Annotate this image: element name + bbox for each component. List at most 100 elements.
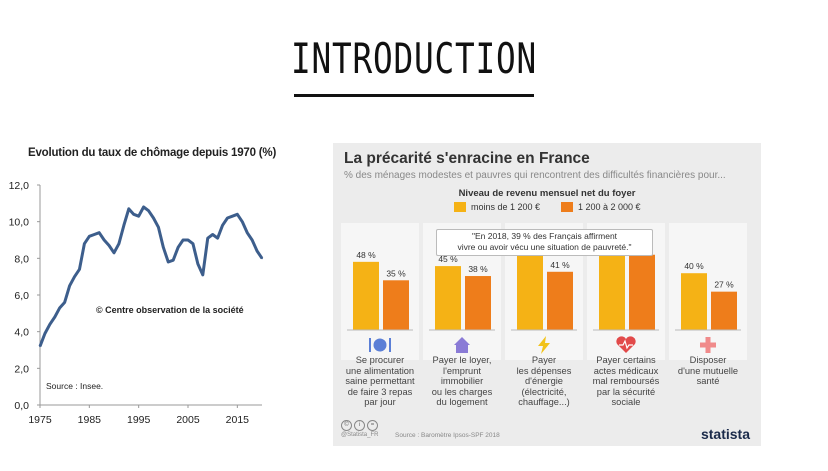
category-label-line: santé <box>696 376 720 386</box>
legend-swatch-mid-income <box>561 202 573 212</box>
line-point <box>78 268 81 271</box>
line-point <box>103 239 106 241</box>
callout-line-1: "En 2018, 39 % des Français affirment <box>471 231 618 241</box>
category-label-line: sociale <box>611 397 641 407</box>
bar-value-label: 38 % <box>468 264 488 274</box>
lightning-icon <box>538 336 550 354</box>
category-label-line: mal remboursés <box>592 376 660 386</box>
line-point <box>118 242 120 245</box>
bar <box>547 271 573 330</box>
line-point <box>201 273 204 276</box>
x-tick-label: 1975 <box>28 414 52 426</box>
category-label: Payer les dépenses d'énergie (électricité, c… <box>503 355 585 408</box>
category-label-line: une alimentation <box>345 365 415 376</box>
bar-chart-title: La précarité s'enracine en France <box>344 150 590 167</box>
unemployment-line-chart: 0,0 2,0 4,0 6,0 8,0 10,0 12,0 1975 1985 1995 2005 2… <box>0 140 290 466</box>
bar-chart-subtitle: % des ménages modestes et pauvres qui re… <box>344 170 726 181</box>
unemployment-series-line <box>38 205 264 347</box>
category-label: Disposer d'une mutuelle santé <box>667 355 749 387</box>
precarity-infographic: 48 %35 %45 %38 %57 %41 %56 %53 %40 %27 %… <box>333 143 761 446</box>
line-point <box>127 207 130 210</box>
line-point <box>73 275 76 278</box>
bar <box>383 280 409 330</box>
category-label-line: de faire 3 repas <box>347 386 413 397</box>
category-label-line: Payer certains <box>596 355 656 365</box>
category-label-line: Payer le loyer, <box>432 355 492 365</box>
line-point <box>132 213 135 216</box>
line-point <box>113 251 115 254</box>
category-label-line: (électricité, <box>521 386 567 397</box>
bar-chart-source: Source : Baromètre Ipsos-SPF 2018 <box>395 432 500 439</box>
bar-value-label: 41 % <box>550 260 570 270</box>
line-chart-title: Evolution du taux de chômage depuis 1970… <box>28 147 277 159</box>
statista-handle: @Statista_FR <box>341 432 379 438</box>
statista-logo: statista <box>700 426 750 442</box>
category-label-line: Se procurer <box>355 355 405 365</box>
line-point <box>142 206 145 208</box>
bar-value-label: 27 % <box>714 280 734 290</box>
bar <box>465 276 491 330</box>
bar <box>681 273 707 330</box>
category-label-line: chauffage...) <box>518 397 570 407</box>
y-tick-label: 8,0 <box>14 253 29 265</box>
bar <box>517 249 543 330</box>
line-chart-annotation: © Centre observation de la société <box>96 305 244 315</box>
line-point <box>167 261 170 263</box>
category-label-line: d'une mutuelle <box>677 365 739 376</box>
bar <box>629 254 655 330</box>
bar-value-label: 35 % <box>386 268 406 278</box>
cc-by-icon: i <box>354 420 365 431</box>
line-point <box>88 235 91 238</box>
category-label-line: l'emprunt <box>443 365 481 376</box>
line-point <box>177 246 180 249</box>
x-tick-label: 1995 <box>127 414 151 426</box>
line-point <box>98 231 101 234</box>
cutlery-icon <box>369 338 391 352</box>
legend-title: Niveau de revenu mensuel net du foyer <box>458 188 636 199</box>
line-chart-svg: 0,0 2,0 4,0 6,0 8,0 10,0 12,0 1975 1985 1995 2005 2… <box>9 180 264 426</box>
line-point <box>152 217 155 219</box>
category-label-line: actes médicaux <box>593 365 659 376</box>
category-label: Payer certains actes médicaux mal rembours… <box>585 355 667 408</box>
line-point <box>58 306 61 309</box>
line-point <box>182 239 184 241</box>
slide-title: INTRODUCTION <box>290 34 538 83</box>
y-tick-label: 4,0 <box>14 327 29 339</box>
line-point <box>221 224 224 227</box>
title-underline <box>294 94 534 97</box>
line-point <box>44 332 46 335</box>
bar-value-label: 48 % <box>356 250 376 260</box>
line-point <box>147 209 150 212</box>
x-tick-label: 1985 <box>78 414 102 426</box>
x-tick-label: 2005 <box>176 414 200 426</box>
line-point <box>251 239 254 241</box>
line-point <box>48 323 51 326</box>
line-point <box>261 257 263 260</box>
line-point <box>226 217 229 219</box>
medical-cross-icon <box>700 337 716 353</box>
legend-item-low-income: moins de 1 200 € <box>454 202 540 212</box>
bar-value-label: 40 % <box>684 261 704 271</box>
category-label-line: Disposer <box>689 355 727 365</box>
y-tick-label: 6,0 <box>14 290 29 302</box>
line-point <box>93 233 96 236</box>
bar <box>435 266 461 330</box>
line-point <box>206 237 209 240</box>
category-label-line: saine permettant <box>345 376 415 386</box>
x-tick-label: 2015 <box>226 414 250 426</box>
poverty-callout: "En 2018, 39 % des Français affirment vi… <box>436 229 653 256</box>
category-label: Se procurer une alimentation saine permett… <box>339 355 421 408</box>
legend-label-low-income: moins de 1 200 € <box>471 202 541 212</box>
category-label-line: par la sécurité <box>596 386 656 397</box>
category-label-line: d'énergie <box>525 376 563 386</box>
category-label-line: immobilier <box>440 376 484 386</box>
line-point <box>137 215 140 218</box>
line-point <box>187 239 189 241</box>
line-point <box>39 345 41 348</box>
legend-swatch-low-income <box>454 202 466 212</box>
line-point <box>157 226 160 229</box>
line-point <box>172 259 175 262</box>
cc-nd-icon: = <box>367 420 378 431</box>
category-label-line: les dépenses <box>516 365 572 376</box>
y-tick-label: 2,0 <box>14 363 29 375</box>
